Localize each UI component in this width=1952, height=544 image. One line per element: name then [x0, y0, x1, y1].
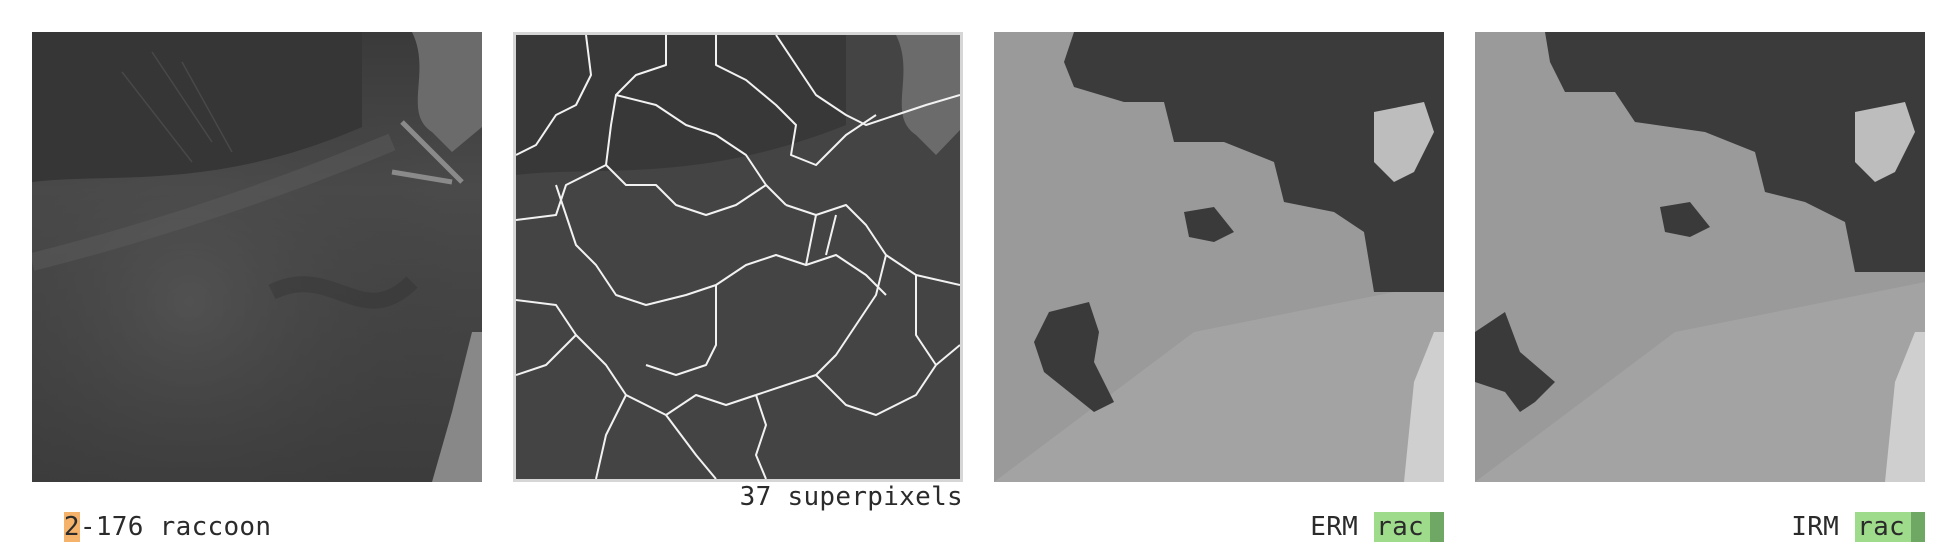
erm-confidence-bar — [1430, 512, 1444, 542]
caption-label: -176 raccoon — [79, 512, 272, 542]
superpixel-caption: 37 superpixels — [739, 482, 963, 512]
erm-prediction-label: rac — [1376, 512, 1424, 542]
erm-method-label: ERM — [1310, 512, 1359, 542]
image-id-caption: 2-176 raccoon — [32, 482, 482, 542]
irm-method-label: IRM — [1791, 512, 1840, 542]
erm-caption: ERM rac — [994, 482, 1444, 542]
irm-prediction-tag: rac — [1855, 512, 1925, 542]
irm-caption: IRM rac — [1475, 482, 1925, 542]
irm-confidence-bar — [1911, 512, 1925, 542]
superpixel-image — [513, 32, 963, 482]
caption-highlight: 2 — [63, 512, 80, 542]
erm-mask-image — [994, 32, 1444, 482]
irm-prediction-label: rac — [1857, 512, 1905, 542]
irm-mask-image — [1475, 32, 1925, 482]
original-image — [32, 32, 482, 482]
erm-prediction-tag: rac — [1374, 512, 1444, 542]
